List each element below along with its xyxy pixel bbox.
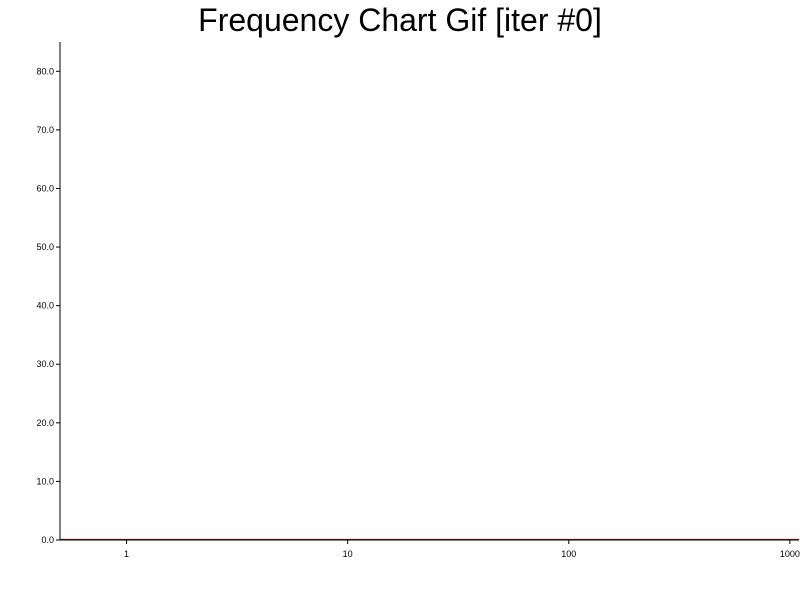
y-axis-ticks: 0.0 10.0 20.0 30.0 40.0 50.0 60.0 70.0 80.0	[36, 66, 60, 545]
y-tick-label: 30.0	[36, 359, 54, 369]
x-tick-label: 1	[124, 549, 129, 559]
x-tick-label: 10	[343, 549, 353, 559]
y-tick-label: 20.0	[36, 418, 54, 428]
x-axis-ticks: 1 10 100 1000	[124, 540, 800, 559]
y-tick-label: 70.0	[36, 125, 54, 135]
x-tick-label: 100	[561, 549, 576, 559]
y-tick-label: 0.0	[41, 535, 54, 545]
y-tick-label: 40.0	[36, 301, 54, 311]
y-tick-label: 80.0	[36, 66, 54, 76]
chart-title: Frequency Chart Gif [iter #0]	[198, 2, 602, 38]
x-tick-label: 1000	[780, 549, 800, 559]
y-tick-label: 10.0	[36, 476, 54, 486]
y-tick-label: 60.0	[36, 183, 54, 193]
y-tick-label: 50.0	[36, 242, 54, 252]
